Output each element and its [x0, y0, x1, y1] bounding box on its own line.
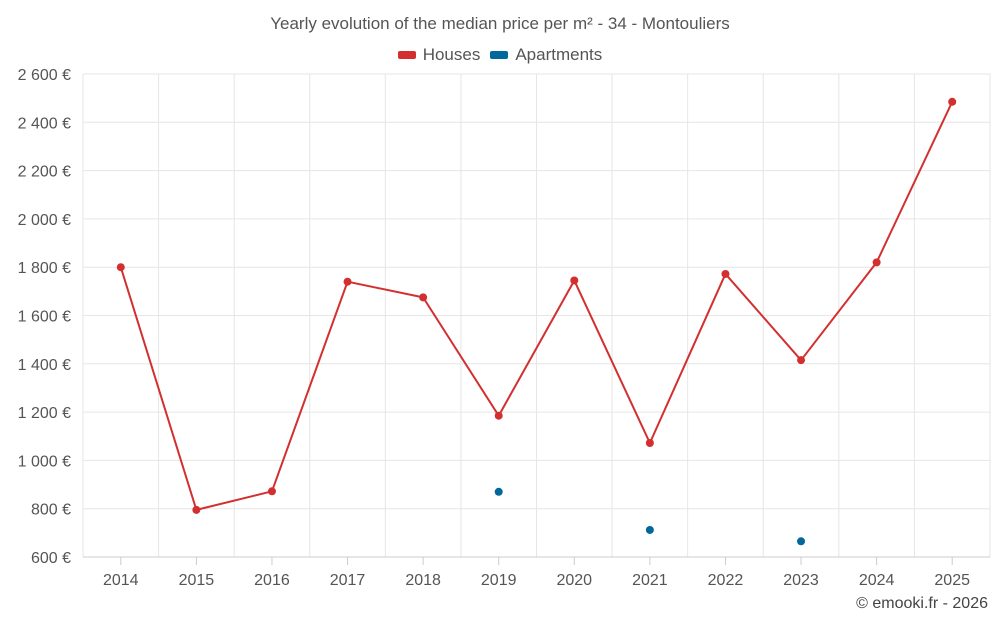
x-tick-label: 2020 [556, 572, 592, 589]
y-tick-label: 1 000 € [18, 453, 71, 470]
houses-point [343, 277, 352, 286]
houses-point [116, 263, 125, 272]
x-tick-label: 2016 [254, 572, 290, 589]
chart-title: Yearly evolution of the median price per… [270, 14, 730, 33]
legend-item-apartments[interactable]: Apartments [490, 45, 602, 65]
houses-point [797, 356, 806, 365]
x-tick-label: 2023 [783, 572, 819, 589]
x-tick-label: 2019 [481, 572, 517, 589]
apartments-swatch-icon [490, 51, 509, 59]
houses-point [419, 293, 428, 302]
copyright-credit: © emooki.fr - 2026 [856, 595, 988, 612]
x-tick-label: 2015 [179, 572, 215, 589]
y-tick-label: 1 200 € [18, 405, 71, 422]
x-tick-label: 2025 [934, 572, 970, 589]
y-tick-label: 800 € [31, 502, 71, 519]
houses-point [721, 269, 730, 278]
houses-point [267, 487, 276, 496]
legend-item-houses[interactable]: Houses [397, 45, 481, 65]
x-tick-label: 2014 [103, 572, 139, 589]
legend-label-apartments: Apartments [515, 45, 603, 64]
series-layer [116, 97, 957, 546]
apartments-point [494, 487, 503, 496]
y-tick-label: 1 600 € [18, 309, 71, 326]
x-tick-label: 2017 [330, 572, 366, 589]
houses-point [948, 97, 957, 106]
houses-point [494, 411, 503, 420]
y-tick-label: 600 € [31, 550, 71, 567]
houses-series-line [119, 101, 954, 511]
houses-swatch-icon [397, 51, 416, 59]
y-tick-label: 2 000 € [18, 212, 71, 229]
legend-label-houses: Houses [422, 45, 481, 64]
apartments-point [797, 537, 806, 546]
houses-point [645, 439, 654, 448]
y-tick-label: 2 400 € [18, 115, 71, 132]
y-tick-label: 2 600 € [18, 67, 71, 84]
x-tick-label: 2018 [405, 572, 441, 589]
y-tick-label: 1 800 € [18, 260, 71, 277]
houses-point [872, 258, 881, 267]
y-tick-label: 2 200 € [18, 164, 71, 181]
legend: Houses Apartments [0, 45, 1000, 65]
y-tick-label: 1 400 € [18, 357, 71, 374]
apartments-point [645, 525, 654, 534]
x-tick-label: 2021 [632, 572, 668, 589]
houses-point [192, 505, 201, 514]
x-tick-label: 2024 [859, 572, 895, 589]
gridlines [82, 73, 991, 557]
houses-point [570, 276, 579, 285]
x-tick-label: 2022 [708, 572, 744, 589]
axes: 600 € 800 € 1 000 € 1 200 € 1 400 € 1 600 € 1 … [18, 67, 990, 589]
